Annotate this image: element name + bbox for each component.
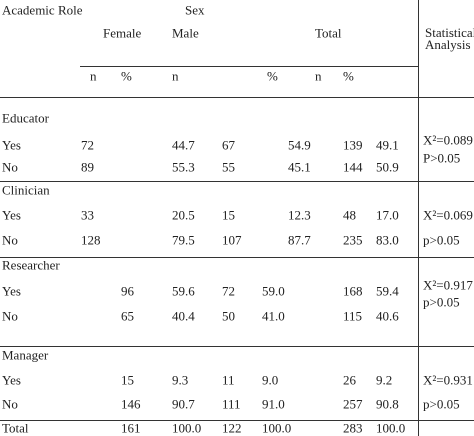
cell: 65 bbox=[121, 308, 134, 324]
header-group: Male bbox=[172, 25, 199, 41]
cell: 9.0 bbox=[262, 372, 279, 388]
cell: 90.7 bbox=[172, 396, 195, 412]
row-label: No bbox=[2, 159, 18, 175]
stat: X²=0.931 bbox=[423, 372, 473, 388]
cell: 72 bbox=[222, 283, 235, 299]
cell: 15 bbox=[121, 372, 134, 388]
total-cell: 100.0 bbox=[262, 420, 292, 436]
subheader: % bbox=[343, 68, 354, 84]
cell: 40.6 bbox=[376, 308, 399, 324]
cell: 50.9 bbox=[376, 159, 399, 175]
cell: 59.4 bbox=[376, 283, 399, 299]
total-cell: 100.0 bbox=[376, 420, 406, 436]
section-label: Researcher bbox=[2, 257, 60, 273]
cell: 50 bbox=[222, 308, 235, 324]
cell: 87.7 bbox=[288, 232, 311, 248]
row-label: No bbox=[2, 396, 18, 412]
cell: 72 bbox=[81, 137, 94, 153]
cell: 49.1 bbox=[376, 137, 399, 153]
cell: 11 bbox=[222, 372, 235, 388]
cell: 48 bbox=[343, 207, 356, 223]
cell: 20.5 bbox=[172, 207, 195, 223]
cell: 144 bbox=[343, 159, 363, 175]
rule bbox=[0, 420, 474, 421]
cell: 59.6 bbox=[172, 283, 195, 299]
cell: 91.0 bbox=[262, 396, 285, 412]
cell: 44.7 bbox=[172, 137, 195, 153]
cell: 12.3 bbox=[288, 207, 311, 223]
subheader: % bbox=[267, 68, 278, 84]
cell: 67 bbox=[222, 137, 235, 153]
cell: 54.9 bbox=[288, 137, 311, 153]
cell: 96 bbox=[121, 283, 134, 299]
stat: p>0.05 bbox=[423, 232, 460, 248]
rule bbox=[0, 181, 474, 182]
row-label: Yes bbox=[2, 137, 21, 153]
section-label: Clinician bbox=[2, 182, 50, 198]
cell: 90.8 bbox=[376, 396, 399, 412]
cell: 9.2 bbox=[376, 372, 393, 388]
row-label: Yes bbox=[2, 372, 21, 388]
row-label: Yes bbox=[2, 283, 21, 299]
rule bbox=[0, 346, 474, 347]
header-statistical-analysis: Statistical Analysis bbox=[425, 25, 474, 52]
section-label: Educator bbox=[2, 110, 49, 126]
cell: 128 bbox=[81, 232, 101, 248]
cell: 9.3 bbox=[172, 372, 189, 388]
cell: 79.5 bbox=[172, 232, 195, 248]
cell: 17.0 bbox=[376, 207, 399, 223]
total-cell: 283 bbox=[343, 420, 363, 436]
total-cell: 161 bbox=[121, 420, 141, 436]
cell: 15 bbox=[222, 207, 235, 223]
stat: p>0.05 bbox=[423, 396, 460, 412]
stat: P>0.05 bbox=[423, 150, 461, 166]
cell: 55.3 bbox=[172, 159, 195, 175]
stat: X²=0.089 bbox=[423, 132, 473, 148]
cell: 139 bbox=[343, 137, 363, 153]
header-group: Female bbox=[103, 25, 142, 41]
section-label: Manager bbox=[2, 347, 49, 363]
total-cell: 122 bbox=[222, 420, 242, 436]
cell: 89 bbox=[81, 159, 94, 175]
cell: 45.1 bbox=[288, 159, 311, 175]
header-group: Total bbox=[315, 25, 342, 41]
cell: 83.0 bbox=[376, 232, 399, 248]
row-label: No bbox=[2, 232, 18, 248]
column-rule bbox=[418, 0, 419, 436]
rule bbox=[0, 97, 474, 98]
cell: 146 bbox=[121, 396, 141, 412]
cell: 107 bbox=[222, 232, 242, 248]
subheader: n bbox=[315, 68, 322, 84]
total-cell: 100.0 bbox=[172, 420, 202, 436]
stat: X²=0.917 bbox=[423, 277, 473, 293]
cell: 168 bbox=[343, 283, 363, 299]
cell: 115 bbox=[343, 308, 363, 324]
cell: 41.0 bbox=[262, 308, 285, 324]
header-sex: Sex bbox=[185, 2, 205, 18]
row-label: Yes bbox=[2, 207, 21, 223]
row-label: No bbox=[2, 308, 18, 324]
cell: 257 bbox=[343, 396, 363, 412]
cell: 111 bbox=[222, 396, 241, 412]
subheader: n bbox=[90, 68, 97, 84]
stat: p>0.05 bbox=[423, 294, 460, 310]
subheader: % bbox=[121, 68, 132, 84]
rule bbox=[80, 66, 418, 67]
cell: 40.4 bbox=[172, 308, 195, 324]
subheader: n bbox=[172, 68, 179, 84]
cell: 55 bbox=[222, 159, 235, 175]
cell: 235 bbox=[343, 232, 363, 248]
stat: X²=0.069 bbox=[423, 207, 473, 223]
rule bbox=[0, 257, 474, 258]
cell: 26 bbox=[343, 372, 356, 388]
cell: 59.0 bbox=[262, 283, 285, 299]
cell: 33 bbox=[81, 207, 94, 223]
total-label: Total bbox=[2, 420, 29, 436]
header-academic-role: Academic Role bbox=[2, 2, 83, 18]
